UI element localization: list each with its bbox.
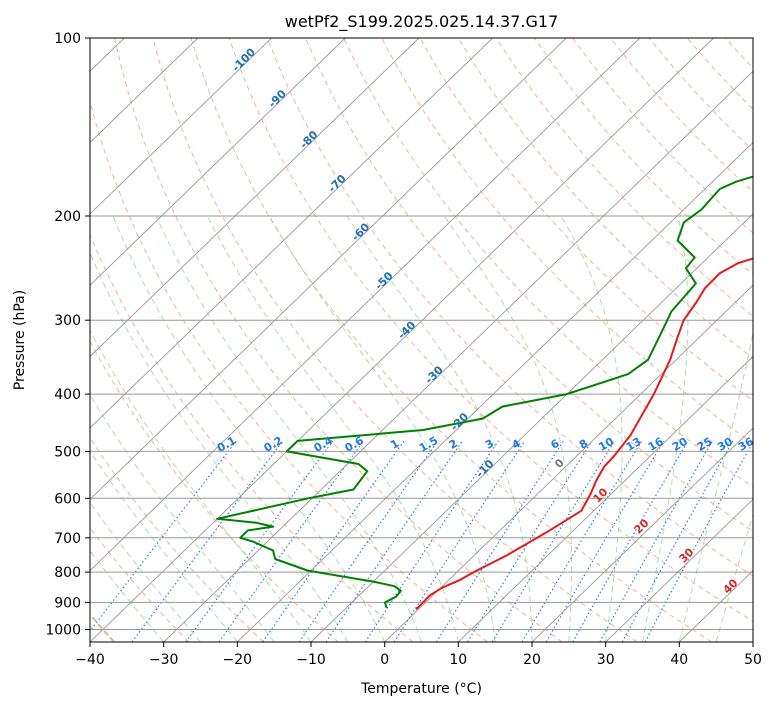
moist-adiabat-line	[206, 215, 459, 642]
dry-adiabat-line	[457, 38, 753, 359]
mixing-ratio-line	[364, 440, 499, 642]
chart-title: wetPf2_S199.2025.025.14.37.G17	[285, 12, 559, 32]
y-axis-ticks: 100 200 300 400 500 600 700 800 900 1000	[45, 31, 90, 639]
mixing-ratio-line	[572, 440, 689, 642]
temperature-profile-line	[415, 257, 753, 611]
mixing-ratio-line	[621, 440, 734, 642]
x-tick-label: 40	[670, 652, 688, 668]
x-tick-label: 30	[597, 652, 615, 668]
isotherm-line	[90, 38, 493, 429]
isotherm-line	[457, 355, 753, 642]
isotherm-line	[90, 38, 199, 144]
moist-adiabat-line	[90, 450, 238, 642]
x-tick-label: −30	[149, 652, 179, 668]
isotherm-line	[90, 38, 714, 642]
mixing-ratio-line	[325, 440, 463, 642]
dry-adiabat-line	[228, 38, 753, 622]
mixing-ratio-line	[262, 440, 405, 642]
isotherm-line	[236, 141, 753, 642]
dry-adiabat-line	[90, 526, 190, 642]
y-tick-label: 500	[54, 444, 81, 460]
axes-frame	[89, 37, 754, 643]
plot-area: 0.1 0.2 0.4 0.6 1 1.5 2 3 4 6 8 10 13 16 20 25 30 36-100-…	[90, 38, 756, 642]
dry-adiabat-line	[190, 38, 712, 642]
y-tick-label: 300	[54, 313, 81, 329]
profile-series	[216, 175, 753, 611]
x-tick-label: 20	[523, 652, 541, 668]
mixing-ratio-line	[599, 440, 713, 642]
isotherm-line	[605, 498, 753, 642]
dewpoint-profile-line	[216, 175, 753, 609]
y-tick-label: 800	[54, 565, 81, 581]
dry-adiabat-line	[152, 38, 638, 642]
moist-adiabat-line	[443, 215, 573, 642]
y-tick-label: 600	[54, 491, 81, 507]
isotherm-line	[310, 213, 753, 642]
moist-adiabat-line	[90, 328, 312, 642]
x-tick-label: −40	[75, 652, 105, 668]
mixing-ratio-line	[545, 440, 665, 642]
y-tick-label: 1000	[45, 623, 81, 639]
isotherm-line	[90, 38, 567, 500]
isotherm-line	[531, 427, 753, 642]
isotherm-line	[90, 38, 420, 358]
moist-adiabat-line	[642, 215, 689, 642]
isotherm-line	[90, 38, 641, 572]
moist-adiabat-line	[346, 215, 533, 642]
dry-adiabat-line	[90, 233, 414, 642]
isotherms	[90, 38, 753, 642]
dry-adiabat-line	[419, 38, 753, 402]
isotherm-line	[384, 284, 753, 642]
dry-adiabat-line	[90, 99, 488, 642]
y-tick-label: 100	[54, 31, 81, 47]
isotherm-line	[90, 38, 346, 286]
x-tick-label: 10	[449, 652, 467, 668]
moist-adiabat-line	[269, 215, 496, 642]
mixing-ratio-line	[521, 440, 643, 642]
x-tick-label: 0	[380, 652, 389, 668]
y-tick-label: 700	[54, 531, 81, 547]
mixing-ratio-line	[131, 440, 284, 642]
isotherm-line	[163, 70, 753, 642]
mixing-ratio-line	[467, 440, 593, 642]
mixing-ratio-lines	[90, 440, 753, 642]
moist-adiabat-line	[90, 501, 201, 642]
dry-adiabat-line	[90, 436, 264, 642]
moist-adiabat-line	[560, 215, 623, 642]
y-axis-label: Pressure (hPa)	[12, 290, 28, 390]
y-tick-label: 400	[54, 387, 81, 403]
moist-adiabat-line	[112, 215, 386, 642]
moist-adiabat-line	[155, 215, 422, 642]
isobars	[90, 38, 753, 630]
mixing-ratio-line	[298, 440, 439, 642]
y-tick-label: 900	[54, 595, 81, 611]
mixing-ratio-line	[491, 440, 616, 642]
x-tick-label: −20	[223, 652, 253, 668]
mixing-ratio-line	[435, 440, 565, 642]
mixing-ratio-label: 36	[736, 435, 756, 454]
x-axis-ticks: −40 −30 −20 −10 0 10 20 30 40 50	[75, 642, 762, 668]
mixing-ratio-line	[185, 440, 334, 642]
dry-adiabat-line	[114, 38, 563, 642]
x-axis-label: Temperature (°C)	[360, 681, 482, 697]
x-tick-label: 50	[744, 652, 762, 668]
isotherm-line	[90, 38, 272, 215]
moist-adiabat-line	[90, 393, 275, 642]
y-tick-label: 200	[54, 209, 81, 225]
dry-adiabat-line	[90, 340, 339, 642]
x-tick-label: −10	[296, 652, 326, 668]
dry-adiabat-line	[266, 38, 753, 577]
